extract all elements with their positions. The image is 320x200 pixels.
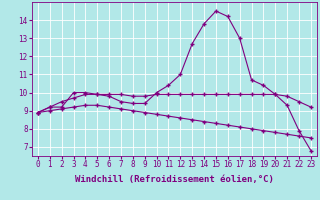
- X-axis label: Windchill (Refroidissement éolien,°C): Windchill (Refroidissement éolien,°C): [75, 175, 274, 184]
